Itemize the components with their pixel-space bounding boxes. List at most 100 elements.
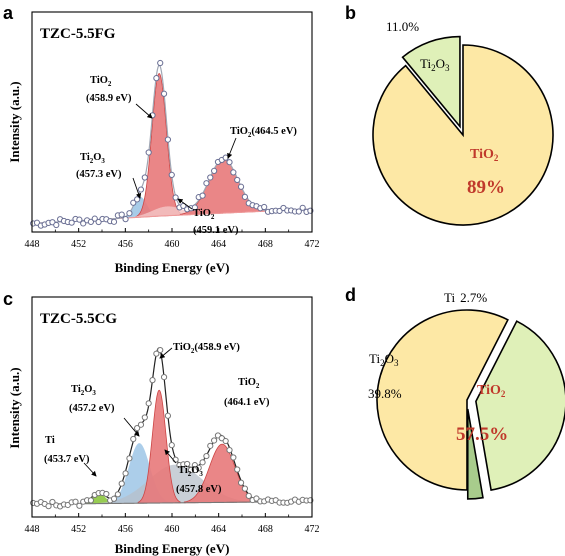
- panel-b-label: b: [345, 3, 356, 23]
- data-point: [164, 136, 172, 143]
- data-point: [241, 485, 249, 492]
- d-slice-tio2: [376, 309, 509, 491]
- data-point: [68, 219, 75, 226]
- panel-a-sample-name: TZC-5.5FG: [40, 26, 116, 42]
- x-tick-label: 452: [71, 239, 86, 250]
- data-point: [110, 495, 118, 502]
- panel-a: a TZC-5.5FG 448 452 456 460 464 468 472 Bindin…: [3, 3, 320, 275]
- x-tick-label: 460: [165, 524, 180, 535]
- panel-a-annotation-tio2-458-9: TiO2 (458.9 eV): [86, 75, 153, 119]
- data-point: [126, 210, 133, 217]
- svg-text:TiO2(458.9 eV): TiO2(458.9 eV): [173, 342, 240, 355]
- data-point: [76, 502, 83, 509]
- data-point: [184, 460, 191, 468]
- panel-c-xlabel: Binding Energy (eV): [115, 541, 230, 556]
- svg-text:(457.3 eV): (457.3 eV): [76, 169, 122, 180]
- data-point: [118, 211, 125, 218]
- data-point: [72, 498, 79, 505]
- data-point: [207, 442, 214, 449]
- x-tick-label: 468: [258, 239, 273, 250]
- panel-a-label: a: [3, 3, 14, 23]
- svg-text:(457.2 eV): (457.2 eV): [69, 403, 115, 414]
- data-point: [157, 59, 164, 67]
- data-point: [145, 149, 152, 156]
- data-point: [211, 167, 218, 174]
- x-tick-label: 448: [25, 524, 40, 535]
- data-point: [87, 218, 95, 226]
- svg-text:(459.1 eV): (459.1 eV): [193, 225, 239, 236]
- data-point: [130, 435, 137, 443]
- data-point: [195, 464, 202, 471]
- data-point: [261, 203, 268, 211]
- panel-c-annotation-ti-453-7: Ti (453.7 eV): [44, 435, 97, 477]
- x-tick-label: 464: [211, 239, 226, 250]
- data-point: [230, 454, 237, 461]
- panel-a-annotation-ti2o3-457-3: Ti2O3 (457.3 eV): [76, 152, 142, 199]
- panel-a-x-ticks: 448 452 456 460 464 468 472: [25, 228, 320, 250]
- data-point: [91, 215, 98, 222]
- data-point: [295, 208, 302, 215]
- x-tick-label: 452: [71, 524, 86, 535]
- panel-c: c TZC-5.5CG 448 452 456 460 464 468 472 Bindin…: [3, 289, 320, 556]
- panel-c-ylabel: Intensity (a.u.): [7, 367, 22, 448]
- panel-c-annotation-ti2o3-457-8: Ti2O3 (457.8 eV): [164, 449, 222, 495]
- svg-text:(453.7 eV): (453.7 eV): [44, 454, 90, 465]
- data-point: [134, 424, 141, 432]
- panel-c-annotation-tio2-458-9: TiO2(458.9 eV): [159, 342, 240, 359]
- data-point: [126, 455, 133, 462]
- panel-b-pie: [372, 35, 554, 226]
- data-point: [153, 350, 160, 357]
- data-point: [141, 174, 148, 181]
- data-point: [80, 220, 87, 227]
- data-point: [118, 480, 125, 487]
- data-point: [110, 218, 118, 225]
- panel-a-annotation-tio2-464-5: TiO2(464.5 eV): [227, 126, 297, 159]
- data-point: [234, 466, 241, 473]
- svg-text:Ti: Ti: [45, 435, 55, 446]
- svg-text:TiO2: TiO2: [238, 377, 260, 390]
- panel-c-annotation-ti2o3-457-2: Ti2O3 (457.2 eV): [69, 384, 140, 437]
- data-point: [130, 199, 137, 206]
- data-point: [245, 492, 252, 499]
- data-point: [299, 204, 306, 211]
- d-slice-ti: [466, 408, 484, 500]
- data-point: [45, 503, 52, 510]
- data-point: [203, 452, 210, 460]
- b-slice-ti2o3: [401, 35, 461, 129]
- panel-b-label-ti2o3: Ti2O3: [420, 56, 450, 73]
- data-point: [237, 479, 245, 486]
- data-point: [241, 193, 249, 200]
- data-point: [230, 169, 237, 176]
- panel-b: b 11.0% Ti2O3 TiO2 89%: [345, 3, 554, 226]
- panel-d-label: d: [345, 285, 356, 305]
- panel-d-pct-ti2o3: 39.8%: [368, 386, 402, 401]
- data-point: [141, 414, 148, 421]
- data-point: [168, 442, 175, 449]
- data-point: [222, 437, 229, 445]
- data-point: [226, 446, 233, 454]
- x-tick-label: 464: [211, 524, 226, 535]
- data-point: [53, 221, 60, 229]
- svg-text:(458.9 eV): (458.9 eV): [86, 93, 132, 104]
- panel-c-plot: [30, 346, 314, 510]
- data-point: [237, 183, 245, 190]
- panel-c-x-ticks: 448 452 456 460 464 468 472: [25, 513, 320, 535]
- data-point: [153, 75, 160, 82]
- data-point: [211, 437, 218, 444]
- data-point: [160, 90, 168, 97]
- panel-c-label: c: [3, 289, 13, 309]
- panel-b-label-tio2: TiO2: [470, 147, 499, 163]
- b-slice-tio2: [372, 44, 554, 226]
- data-point: [168, 171, 175, 178]
- svg-text:Ti2O3: Ti2O3: [80, 152, 105, 165]
- panel-d-label-ti2o3: Ti2O3: [369, 351, 399, 368]
- panel-d-label-ti: Ti 2.7%: [444, 290, 487, 305]
- panel-a-ylabel: Intensity (a.u.): [7, 81, 22, 162]
- data-point: [164, 412, 172, 419]
- panel-b-pct-tio2: 89%: [467, 177, 505, 198]
- data-point: [226, 159, 233, 166]
- data-point: [199, 192, 206, 199]
- x-tick-label: 472: [305, 524, 320, 535]
- data-point: [234, 176, 241, 184]
